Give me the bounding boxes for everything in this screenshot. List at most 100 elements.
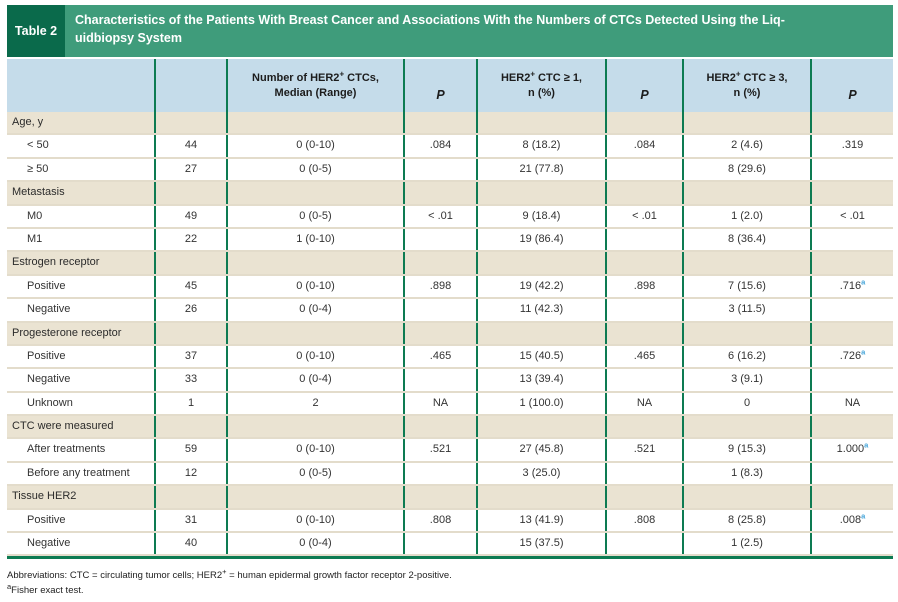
table-title-line1: Characteristics of the Patients With Bre… xyxy=(75,13,785,27)
cell-n: 33 xyxy=(156,369,228,391)
header-ctc3-col: HER2+ CTC ≥ 3, n (%) xyxy=(684,59,812,112)
cell-ctc-ge1: 1 (100.0) xyxy=(478,392,607,415)
cell-n: 1 xyxy=(156,392,228,415)
cell-median-range: 0 (0-10) xyxy=(228,439,405,461)
cell-label: CTC were measured xyxy=(7,416,156,438)
cell-p-ctc-ge3: .319 xyxy=(841,139,864,152)
cell-ctc-ge1: 19 (86.4) xyxy=(478,228,607,251)
cell-median-range: 0 (0-5) xyxy=(228,462,405,485)
cell-p-ctc-ge1 xyxy=(607,228,684,251)
footnote-marker: a xyxy=(861,510,866,520)
cell-p-ctc-ge1 xyxy=(607,112,684,134)
cell-p-ctc-ge1 xyxy=(607,486,684,508)
cell-ctc-ge3: 6 (16.2) xyxy=(684,345,812,368)
cell-p-ctc-ge3 xyxy=(812,323,893,344)
cell-p-median xyxy=(405,462,478,485)
category-row: Age, y xyxy=(7,112,893,136)
footnote-marker: a xyxy=(864,440,869,450)
cell-p-ctc-ge3 xyxy=(812,182,893,203)
cell-label: After treatments xyxy=(7,439,156,461)
cell-p-ctc-ge1: .521 xyxy=(607,439,684,461)
cell-label: Metastasis xyxy=(7,182,156,204)
cell-p-ctc-ge3: NA xyxy=(844,396,861,409)
cell-p-median xyxy=(405,533,478,555)
cell-p-ctc-ge1 xyxy=(607,252,684,274)
cell-n xyxy=(156,252,228,274)
cell-ctc-ge1 xyxy=(478,112,607,134)
table-row: < 50 44 0 (0-10) .084 8 (18.2) .084 2 (4.6) .31… xyxy=(7,135,893,159)
category-row: Metastasis xyxy=(7,182,893,206)
cell-ctc-ge3: 2 (4.6) xyxy=(684,135,812,157)
cell-ctc-ge1: 21 (77.8) xyxy=(478,158,607,181)
cell-p-ctc-ge1 xyxy=(607,533,684,555)
header-median-line1: Number of HER2+ CTCs, xyxy=(252,69,379,85)
cell-p-median xyxy=(405,112,478,134)
cell-ctc-ge1: 3 (25.0) xyxy=(478,462,607,485)
cell-p-median: .465 xyxy=(405,345,478,368)
cell-median-range: 1 (0-10) xyxy=(228,228,405,251)
header-label-col xyxy=(7,59,156,112)
category-row: Tissue HER2 xyxy=(7,486,893,510)
table-row: Positive 31 0 (0-10) .808 13 (41.9) .808 8 (25… xyxy=(7,509,893,534)
cell-n: 31 xyxy=(156,509,228,532)
cell-ctc-ge1: 27 (45.8) xyxy=(478,439,607,461)
cell-ctc-ge1 xyxy=(478,182,607,204)
cell-ctc-ge1: 15 (40.5) xyxy=(478,345,607,368)
cell-ctc-ge3: 9 (15.3) xyxy=(684,439,812,461)
table-title-bar: Table 2 Characteristics of the Patients … xyxy=(7,5,893,57)
cell-p-ctc-ge1: .898 xyxy=(607,275,684,298)
cell-median-range xyxy=(228,112,405,134)
table-title: Characteristics of the Patients With Bre… xyxy=(65,5,893,57)
cell-n: 12 xyxy=(156,462,228,485)
cell-ctc-ge1 xyxy=(478,322,607,344)
cell-p-ctc-ge1 xyxy=(607,369,684,391)
header-p3-col: P xyxy=(848,87,857,102)
cell-n: 27 xyxy=(156,158,228,181)
cell-ctc-ge3 xyxy=(684,252,812,274)
table-row: Negative 40 0 (0-4) 15 (37.5) 1 (2.5) xyxy=(7,533,893,557)
table-body: Age, y < 50 44 0 (0-10) .084 8 (18.2) .084 2 (4… xyxy=(7,112,893,557)
cell-median-range: 0 (0-10) xyxy=(228,135,405,157)
table-row: Positive 45 0 (0-10) .898 19 (42.2) .898 7 (15… xyxy=(7,275,893,300)
cell-p-median xyxy=(405,322,478,344)
cell-label: Unknown xyxy=(7,392,156,415)
cell-p-ctc-ge3: .716a xyxy=(839,277,866,292)
header-p2-col: P xyxy=(607,59,684,112)
cell-ctc-ge3 xyxy=(684,112,812,134)
cell-ctc-ge3 xyxy=(684,322,812,344)
cell-ctc-ge1: 15 (37.5) xyxy=(478,533,607,555)
header-p1-col: P xyxy=(405,59,478,112)
cell-n: 22 xyxy=(156,228,228,251)
category-row: Progesterone receptor xyxy=(7,322,893,346)
cell-median-range: 2 xyxy=(228,392,405,415)
cell-p-ctc-ge3 xyxy=(812,159,893,180)
cell-median-range: 0 (0-10) xyxy=(228,275,405,298)
cell-p-ctc-ge3 xyxy=(812,252,893,273)
cell-p-ctc-ge1 xyxy=(607,322,684,344)
table-row: M0 49 0 (0-5) < .01 9 (18.4) < .01 1 (2.0) < .0… xyxy=(7,205,893,229)
cell-n xyxy=(156,182,228,204)
cell-ctc-ge1 xyxy=(478,486,607,508)
footnote-marker: a xyxy=(861,277,866,287)
cell-p-median xyxy=(405,299,478,321)
table-row: Before any treatment 12 0 (0-5) 3 (25.0) 1 (… xyxy=(7,462,893,487)
header-ctc3-line1: HER2+ CTC ≥ 3, xyxy=(706,69,788,85)
cell-label: Tissue HER2 xyxy=(7,486,156,508)
cell-p-ctc-ge1 xyxy=(607,462,684,485)
cell-ctc-ge1 xyxy=(478,252,607,274)
cell-p-ctc-ge3: .726a xyxy=(839,347,866,362)
cell-p-ctc-ge1: < .01 xyxy=(607,205,684,227)
cell-ctc-ge3: 8 (25.8) xyxy=(684,509,812,532)
header-ctc3-line2: n (%) xyxy=(733,86,761,99)
cell-p-ctc-ge3 xyxy=(812,369,893,390)
cell-label: Positive xyxy=(7,345,156,368)
cell-ctc-ge3: 1 (2.0) xyxy=(684,205,812,227)
cell-p-median xyxy=(405,182,478,204)
cell-median-range xyxy=(228,252,405,274)
cell-ctc-ge3: 0 xyxy=(684,392,812,415)
table-row: Unknown 1 2 NA 1 (100.0) NA 0 NA xyxy=(7,392,893,417)
cell-p-ctc-ge1 xyxy=(607,158,684,181)
cell-median-range: 0 (0-5) xyxy=(228,205,405,227)
cell-ctc-ge1: 13 (41.9) xyxy=(478,509,607,532)
cell-p-median: .084 xyxy=(405,135,478,157)
